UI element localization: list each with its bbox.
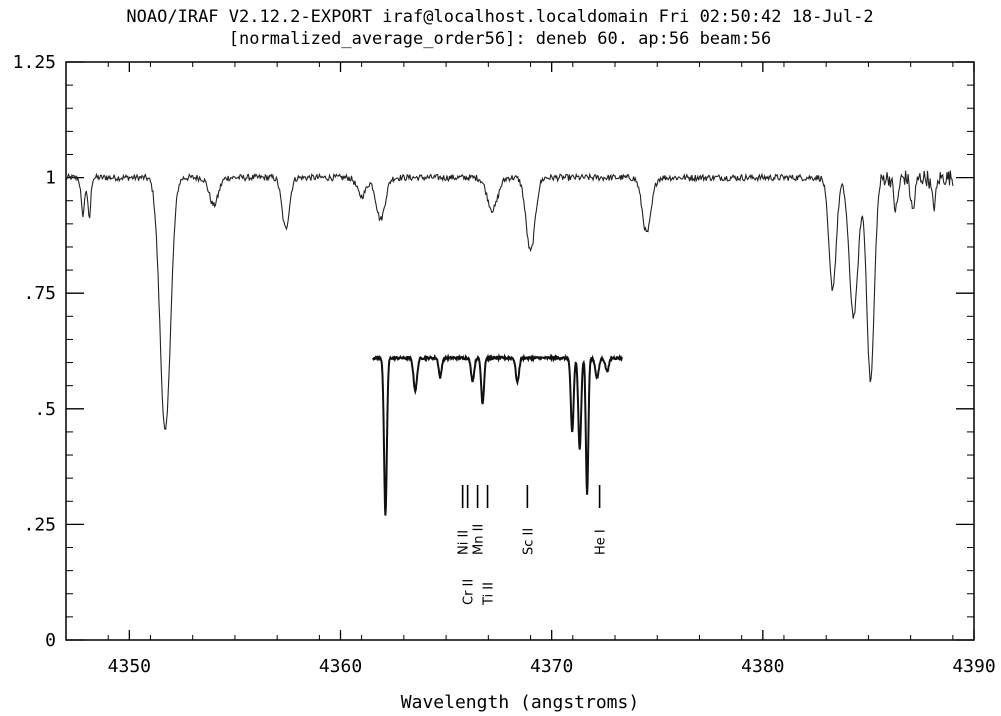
x-axis-label: Wavelength (angstroms) [401, 692, 639, 713]
x-tick-label: 4380 [741, 656, 784, 677]
header-line-1: NOAO/IRAF V2.12.2-EXPORT iraf@localhost.… [126, 7, 873, 27]
line-id-label: He I [594, 529, 609, 555]
inset-spectrum-line [372, 353, 623, 516]
y-tick-label: .5 [34, 399, 56, 420]
x-tick-label: 4390 [952, 656, 995, 677]
line-id-label: Ti II [482, 582, 497, 606]
x-tick-label: 4350 [108, 656, 151, 677]
y-tick-label: .75 [23, 283, 56, 304]
y-tick-label: 1.25 [13, 52, 56, 73]
main-spectrum-line [65, 170, 954, 430]
y-tick-label: .25 [23, 514, 56, 535]
plot-title: [normalized_average_order56]: deneb 60. … [229, 29, 771, 49]
line-id-label: Mn II [472, 524, 487, 555]
x-tick-label: 4360 [319, 656, 362, 677]
y-axis: 0 .25 .5 .75 1 1.25 [13, 52, 974, 651]
inset-spectrum-panel: Ni II Cr II Mn II Ti II Sc II He I [372, 353, 623, 606]
x-axis: 4350 4360 4370 4380 4390 [65, 62, 996, 677]
plot-frame [65, 61, 975, 641]
y-tick-label: 0 [45, 630, 56, 651]
x-tick-label: 4370 [530, 656, 573, 677]
line-id-label: Sc II [521, 528, 536, 555]
y-tick-label: 1 [45, 168, 56, 189]
line-id-label: Cr II [462, 579, 477, 605]
line-id-label: Ni II [457, 530, 472, 555]
line-identifications: Ni II Cr II Mn II Ti II Sc II He I [457, 485, 609, 606]
